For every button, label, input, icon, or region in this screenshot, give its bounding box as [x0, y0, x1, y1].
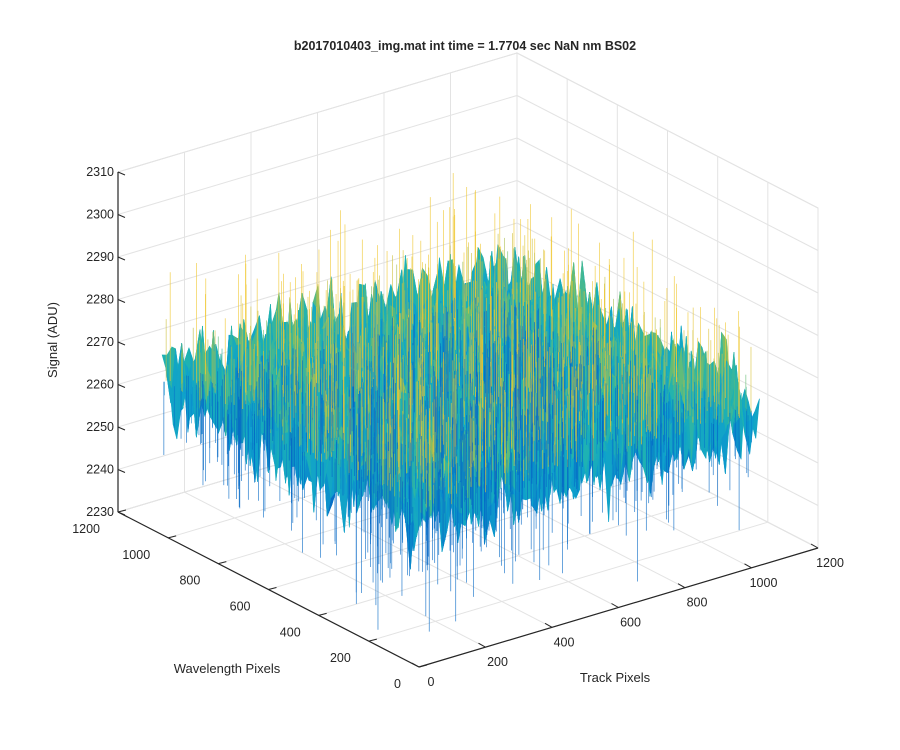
data-surface: [161, 173, 760, 632]
grid-line-z-backy: [516, 180, 819, 336]
grid-line-z-backx: [117, 180, 518, 300]
grid-line-z-backx: [117, 95, 518, 215]
grid-line-z-backy: [516, 222, 819, 379]
grid-line-y-floor: [268, 470, 668, 590]
chart-title: b2017010403_img.mat int time = 1.7704 se…: [294, 39, 636, 53]
grid-line-z-backx: [117, 222, 518, 343]
grid-line-z-backy: [516, 52, 819, 209]
grid-line-z-backx: [117, 52, 518, 173]
grid-line-z-backy: [516, 95, 819, 251]
grid-line-z-backy: [516, 137, 819, 294]
grid-line-z-backx: [117, 137, 518, 258]
grid-line-y-floor: [368, 521, 768, 642]
grid-line-y-floor: [318, 495, 718, 616]
